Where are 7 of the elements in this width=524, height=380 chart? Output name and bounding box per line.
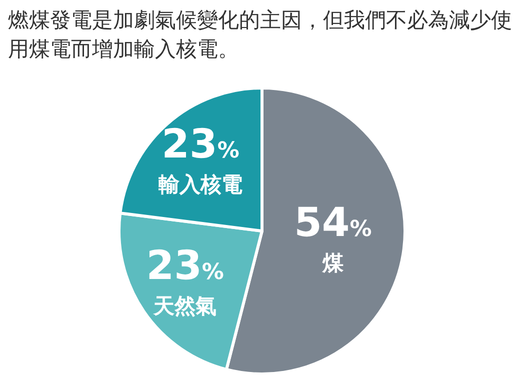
data-label: 23% xyxy=(162,121,240,168)
data-label: 54% xyxy=(294,200,372,246)
chart-title: 燃煤發電是加劇氣候變化的主因，但我們不必為減少使用煤電而增加輸入核電。 xyxy=(8,7,513,63)
slice-label: 輸入核電 xyxy=(158,172,243,196)
slice-label: 煤 xyxy=(321,250,344,275)
data-label: 23% xyxy=(146,243,224,290)
slice-label: 天然氣 xyxy=(152,294,217,318)
